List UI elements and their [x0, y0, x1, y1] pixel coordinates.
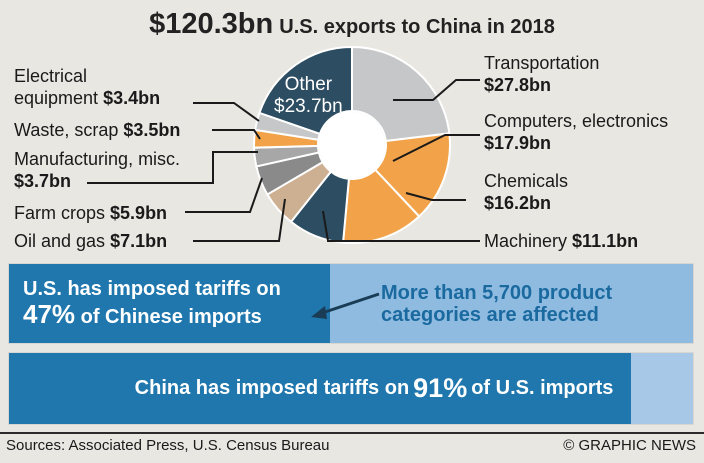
label-computers-value: $17.9bn [484, 133, 552, 153]
leader-electrical [193, 102, 260, 122]
slice-electrical-equipment [254, 111, 322, 141]
slice-other [258, 45, 353, 136]
leader-machinery [322, 210, 480, 242]
label-manufacturing: Manufacturing, misc. $3.7bn [14, 148, 180, 192]
label-manufacturing-name: Manufacturing, misc. [14, 149, 181, 169]
label-chemicals-value: $16.2bn [484, 193, 552, 213]
leader-oil [193, 198, 286, 242]
arrow-icon [311, 292, 380, 319]
chart-subtitle: U.S. exports to China in 2018 [279, 16, 555, 38]
leader-transportation [393, 79, 480, 101]
china-tariff-text: China has imposed tariffs on 91% of U.S.… [9, 353, 631, 424]
label-electrical-name-line2: equipment [14, 88, 99, 108]
label-computers: Computers, electronics $17.9bn [484, 110, 668, 154]
china-tariff-percent: 91% [413, 373, 468, 403]
label-waste-name: Waste, scrap [14, 120, 119, 140]
label-computers-name: Computers, electronics [484, 111, 669, 131]
us-tariff-text: U.S. has imposed tariffs on 47% of Chine… [23, 278, 281, 328]
leader-farm [185, 177, 263, 213]
leader-chemicals [405, 192, 466, 201]
label-farm-value: $5.9bn [110, 203, 168, 223]
label-manufacturing-value: $3.7bn [14, 171, 72, 191]
label-machinery-name: Machinery [484, 231, 568, 251]
leader-manufacturing [87, 151, 258, 184]
sources-text: Sources: Associated Press, U.S. Census B… [6, 437, 330, 454]
label-electrical-name-line1: Electrical [14, 66, 88, 86]
label-chemicals: Chemicals $16.2bn [484, 170, 568, 214]
label-farm-name: Farm crops [14, 203, 106, 223]
label-oil: Oil and gas $7.1bn [14, 230, 167, 252]
label-oil-value: $7.1bn [110, 231, 168, 251]
label-chemicals-name: Chemicals [484, 171, 569, 191]
china-tariff-bar-fill: China has imposed tariffs on 91% of U.S.… [9, 353, 632, 424]
china-tariff-prefix: China has imposed tariffs on [134, 377, 410, 399]
note-line2: categories are affected [381, 304, 599, 326]
leader-waste [212, 129, 261, 140]
page-title: $120.3bn U.S. exports to China in 2018 [0, 8, 704, 41]
donut-hole [319, 112, 385, 178]
label-oil-name: Oil and gas [14, 231, 106, 251]
us-tariff-suffix: of Chinese imports [80, 306, 262, 328]
slice-transportation [351, 45, 451, 143]
label-transportation-value: $27.8bn [484, 75, 552, 95]
leader-computers [392, 134, 480, 162]
note-line1: More than 5,700 product [381, 282, 613, 304]
slice-chemicals [341, 168, 421, 244]
label-machinery-value: $11.1bn [572, 231, 639, 251]
label-other: Other $23.7bn [274, 74, 343, 118]
label-electrical: Electrical equipment $3.4bn [14, 65, 160, 109]
label-waste-value: $3.5bn [123, 120, 181, 140]
us-tariff-bar: U.S. has imposed tariffs on 47% of Chine… [8, 263, 694, 344]
footer-divider [0, 432, 704, 434]
label-machinery: Machinery $11.1bn [484, 230, 638, 252]
china-tariff-suffix: of U.S. imports [471, 377, 614, 399]
donut-chart [87, 45, 480, 244]
us-tariff-bar-fill [9, 264, 331, 343]
label-electrical-value: $3.4bn [103, 88, 161, 108]
label-farm: Farm crops $5.9bn [14, 202, 167, 224]
product-categories-note: More than 5,700 product categories are a… [381, 282, 612, 326]
label-transportation-name: Transportation [484, 53, 600, 73]
label-transportation: Transportation $27.8bn [484, 52, 599, 96]
credit-text: © GRAPHIC NEWS [563, 437, 696, 454]
us-tariff-prefix: U.S. has imposed tariffs on [23, 278, 281, 300]
us-tariff-percent: 47% [23, 299, 76, 329]
label-waste: Waste, scrap $3.5bn [14, 119, 180, 141]
slice-computers-electronics [373, 132, 451, 218]
label-other-value: $23.7bn [274, 96, 343, 117]
china-tariff-bar: China has imposed tariffs on 91% of U.S.… [8, 352, 694, 425]
label-other-name: Other [284, 74, 333, 95]
total-value: $120.3bn [149, 8, 274, 40]
